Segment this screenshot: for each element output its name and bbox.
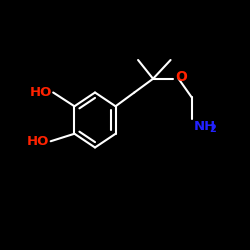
Text: NH: NH [194, 120, 216, 133]
Text: HO: HO [30, 86, 52, 99]
Text: HO: HO [27, 135, 50, 148]
Text: O: O [175, 70, 187, 85]
Text: 2: 2 [209, 124, 216, 134]
